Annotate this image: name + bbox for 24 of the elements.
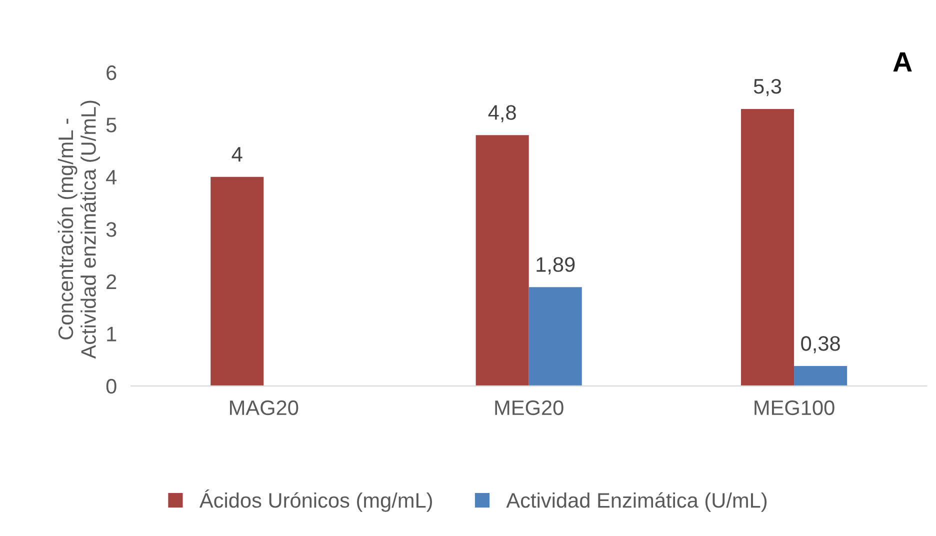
y-tick-label: 5 [106, 118, 116, 132]
bar [528, 287, 582, 386]
y-tick-label: 6 [106, 65, 116, 80]
y-tick-label: 3 [106, 222, 116, 237]
data-label: 4 [232, 147, 242, 162]
data-label: 4,8 [488, 105, 516, 122]
data-label: 0,38 [801, 336, 840, 354]
x-tick-label: MAG20 [230, 400, 298, 416]
x-tick-label: MEG20 [495, 400, 564, 416]
legend-label: Actividad Enzimática (U/mL) [506, 492, 767, 512]
y-tick-label: 0 [106, 378, 116, 394]
y-axis-title: Concentración (mg/mL - Actividad enzimática (U/mL) [58, 100, 100, 359]
bar [476, 135, 529, 386]
y-tick-label: 4 [106, 170, 117, 184]
bar [741, 108, 794, 386]
y-tick-label: 2 [106, 274, 116, 289]
y-tick-label: 1 [107, 326, 116, 342]
bar [210, 176, 264, 386]
data-label: 1,89 [536, 257, 575, 274]
data-label: 5,3 [754, 78, 782, 96]
bar [794, 366, 848, 386]
text: A [893, 52, 912, 72]
legend-label: Ácidos Urónicos (mg/mL) [199, 490, 432, 512]
x-tick-label: MEG100 [754, 400, 834, 416]
